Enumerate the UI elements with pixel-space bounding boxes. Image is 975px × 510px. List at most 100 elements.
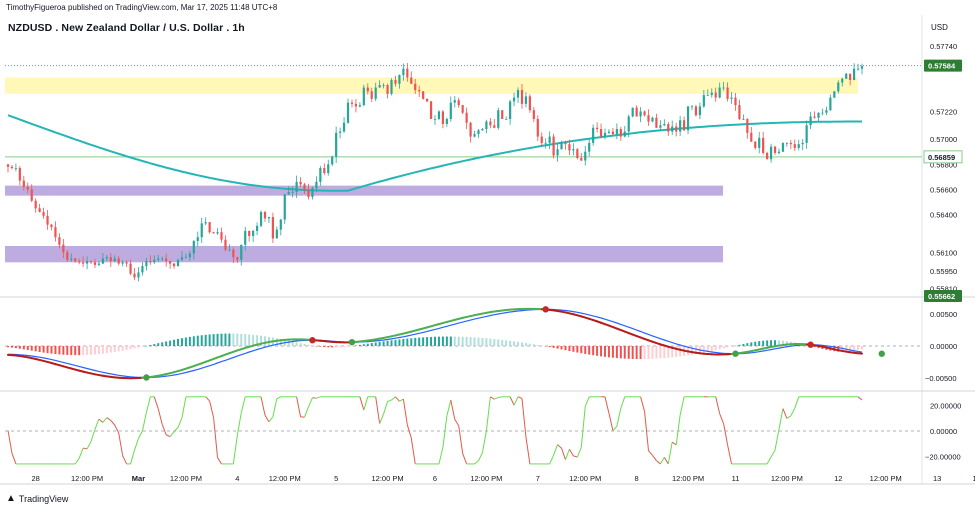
macd-histogram-bar: [611, 346, 614, 358]
macd-histogram-bar: [568, 346, 571, 352]
macd-cross-marker: [542, 306, 549, 313]
time-tick-label: 12:00 PM: [972, 474, 975, 483]
macd-histogram-bar: [556, 346, 559, 349]
candle-body: [793, 144, 796, 148]
macd-histogram-bar: [615, 346, 618, 359]
candle-body: [78, 261, 81, 263]
footer-brand-label: TradingView: [18, 493, 69, 504]
symbol-title[interactable]: NZDUSD . New Zealand Dollar / U.S. Dolla…: [8, 22, 245, 34]
candle-body: [279, 219, 282, 230]
time-tick-label: 5: [334, 474, 338, 483]
candle-body: [30, 189, 33, 201]
candle-body: [319, 168, 322, 182]
macd-histogram-bar: [66, 346, 69, 355]
macd-histogram-bar: [706, 346, 709, 352]
candle-body: [805, 125, 808, 143]
candle-body: [773, 146, 777, 153]
candle-body: [540, 136, 543, 143]
oscillator-segment: [276, 396, 282, 400]
candle-body: [414, 83, 417, 91]
candle-body: [97, 263, 101, 265]
candle-body: [224, 239, 227, 250]
macd-histogram-bar: [149, 344, 152, 346]
macd-layer: [7, 306, 885, 381]
macd-histogram-bar: [600, 346, 603, 357]
candle-body: [382, 85, 385, 86]
oscillator-segment: [399, 398, 404, 402]
macd-histogram-bar: [560, 346, 563, 350]
candle-body: [481, 129, 484, 131]
macd-histogram-bar: [619, 346, 622, 359]
candle-body: [216, 232, 219, 234]
candle-body: [248, 230, 251, 236]
candle-body: [754, 141, 757, 148]
candle-body: [275, 229, 278, 239]
macd-histogram-bar: [291, 341, 294, 346]
candle-body: [706, 95, 709, 96]
candle-body: [240, 244, 243, 260]
candle-body: [354, 103, 358, 107]
oscillator-segment: [157, 408, 163, 425]
last-price-label-box: [924, 59, 962, 72]
candle-body: [576, 149, 579, 158]
macd-histogram-bar: [398, 339, 401, 346]
macd-histogram-bar: [489, 338, 492, 346]
pane-separator-label: 0.55662: [928, 292, 955, 301]
oscillator-segment: [719, 413, 725, 424]
macd-histogram-bar: [738, 344, 741, 346]
footer-brand[interactable]: ▲​ TradingView: [6, 493, 68, 504]
time-tick-label: 28: [32, 474, 40, 483]
candle-body: [141, 266, 144, 273]
oscillator-segment: [236, 412, 242, 436]
candle-body: [671, 126, 674, 132]
macd-histogram-bar: [639, 346, 642, 360]
candle-body: [386, 85, 389, 94]
oscillator-segment: [106, 417, 112, 421]
candle-body: [789, 142, 792, 145]
macd-histogram-bar: [410, 338, 413, 346]
candle-body: [212, 232, 215, 234]
candle-body: [358, 105, 361, 107]
candle-body: [592, 127, 595, 143]
oscillator-segment: [446, 399, 452, 417]
oscillator-segment: [450, 400, 456, 420]
oscillator-segment: [573, 455, 578, 458]
candle-body: [769, 146, 773, 160]
oscillator-segment: [517, 396, 523, 399]
macd-cross-marker: [143, 374, 150, 381]
macd-histogram-bar: [493, 338, 496, 346]
oscillator-segment: [316, 396, 321, 399]
macd-histogram-bar: [335, 346, 338, 348]
candle-body: [675, 126, 678, 132]
macd-histogram-bar: [30, 346, 33, 351]
time-tick-label: 12:00 PM: [269, 474, 301, 483]
macd-histogram-bar: [390, 340, 393, 346]
macd-histogram-bar: [70, 346, 73, 356]
macd-histogram-bar: [117, 346, 120, 352]
macd-histogram-bar: [675, 346, 678, 357]
macd-histogram-bar: [339, 346, 342, 348]
macd-histogram-bar: [244, 334, 247, 346]
macd-histogram-bar: [26, 346, 29, 351]
oscillator-segment: [268, 416, 274, 423]
candle-body: [323, 168, 326, 174]
candle-body: [335, 132, 338, 157]
candle-body: [362, 87, 365, 106]
macd-histogram-bar: [762, 340, 765, 346]
candle-body: [445, 118, 448, 125]
candle-body: [564, 142, 567, 145]
macd-histogram-bar: [240, 333, 243, 346]
candle-body: [410, 77, 413, 84]
currency-label[interactable]: USD: [931, 23, 948, 32]
macd-histogram-bar: [228, 333, 231, 346]
candle-body: [742, 118, 745, 120]
oscillator-segment: [264, 414, 270, 423]
candle-body: [149, 261, 152, 263]
oscillator-segment: [296, 396, 302, 417]
candle-body: [394, 80, 397, 84]
candle-body: [746, 118, 749, 133]
macd-histogram-bar: [216, 333, 219, 346]
macd-histogram-bar: [121, 346, 124, 351]
macd-histogram-bar: [10, 346, 13, 348]
